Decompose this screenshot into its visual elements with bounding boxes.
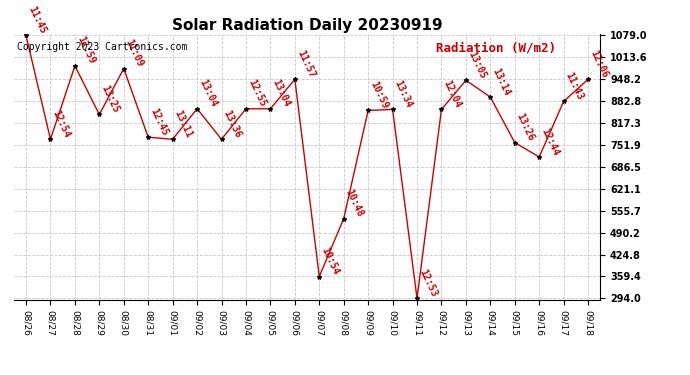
Point: [167, 136, 178, 142]
Point: [558, 98, 569, 104]
Text: 10:59: 10:59: [368, 80, 390, 111]
Point: [21, 32, 32, 38]
Text: 11:57: 11:57: [295, 48, 316, 79]
Text: 12:53: 12:53: [417, 267, 439, 298]
Point: [509, 140, 520, 146]
Point: [118, 66, 129, 72]
Text: 12:59: 12:59: [75, 35, 97, 66]
Point: [216, 136, 227, 142]
Text: 11:45: 11:45: [26, 4, 48, 35]
Point: [436, 106, 447, 112]
Point: [387, 106, 398, 112]
Point: [314, 273, 325, 279]
Text: Radiation (W/m2): Radiation (W/m2): [436, 42, 556, 55]
Text: 11:43: 11:43: [564, 70, 585, 101]
Text: 12:06: 12:06: [588, 48, 609, 79]
Point: [411, 296, 422, 302]
Text: 12:54: 12:54: [50, 108, 72, 139]
Point: [192, 106, 203, 112]
Text: 13:36: 13:36: [221, 108, 243, 139]
Text: 12:45: 12:45: [148, 106, 170, 137]
Point: [533, 154, 544, 160]
Point: [45, 136, 56, 142]
Point: [289, 76, 300, 82]
Text: 13:05: 13:05: [466, 50, 487, 80]
Point: [240, 106, 251, 112]
Text: 13:14: 13:14: [491, 66, 512, 97]
Title: Solar Radiation Daily 20230919: Solar Radiation Daily 20230919: [172, 18, 442, 33]
Text: 13:26: 13:26: [515, 112, 536, 142]
Text: 10:48: 10:48: [344, 188, 365, 219]
Text: 12:44: 12:44: [539, 126, 561, 157]
Text: 12:55: 12:55: [246, 78, 268, 109]
Text: 13:11: 13:11: [172, 108, 194, 139]
Point: [460, 77, 471, 83]
Text: 13:04: 13:04: [270, 78, 292, 109]
Text: 13:34: 13:34: [393, 79, 414, 110]
Point: [70, 63, 81, 69]
Text: Copyright 2023 Cartronics.com: Copyright 2023 Cartronics.com: [17, 42, 187, 52]
Point: [265, 106, 276, 112]
Point: [94, 111, 105, 117]
Point: [338, 216, 349, 222]
Text: 11:09: 11:09: [124, 38, 146, 69]
Point: [363, 108, 374, 114]
Text: 13:25: 13:25: [99, 84, 121, 114]
Text: 10:54: 10:54: [319, 246, 341, 276]
Text: 13:04: 13:04: [197, 78, 219, 109]
Text: 12:04: 12:04: [442, 79, 463, 110]
Point: [582, 76, 593, 82]
Point: [143, 134, 154, 140]
Point: [485, 94, 496, 100]
